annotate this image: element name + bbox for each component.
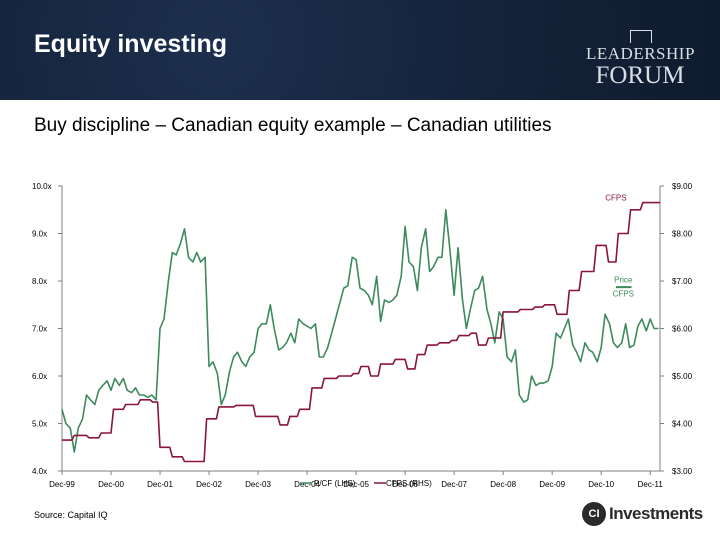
chart-annotation: Price: [614, 275, 633, 284]
y-left-tick-label: 6.0x: [32, 372, 47, 381]
x-tick-label: Dec-03: [245, 480, 271, 489]
x-tick-label: Dec-11: [638, 480, 664, 489]
legend-cfps-label: CFPS (RHS): [386, 479, 432, 488]
x-tick-label: Dec-10: [588, 480, 614, 489]
x-tick-label: Dec-06: [392, 480, 418, 489]
source-note: Source: Capital IQ: [34, 510, 108, 520]
y-left-tick-label: 4.0x: [32, 467, 47, 476]
x-tick-label: Dec-01: [147, 480, 173, 489]
slide-subtitle: Buy discipline – Canadian equity example…: [34, 115, 552, 136]
x-tick-label: Dec-00: [98, 480, 124, 489]
page-title: Equity investing: [34, 30, 228, 58]
y-left-tick-label: 10.0x: [32, 182, 52, 191]
brand-name: Investments: [609, 504, 703, 523]
x-tick-label: Dec-07: [441, 480, 467, 489]
legend-pcf-label: P/CF (LHS): [314, 479, 356, 488]
ci-logo-icon: CI: [582, 502, 606, 526]
x-tick-label: Dec-09: [539, 480, 565, 489]
y-right-tick-label: $7.00: [672, 277, 693, 286]
x-tick-label: Dec-05: [343, 480, 369, 489]
y-right-tick-label: $8.00: [672, 230, 693, 239]
pcf-cfps-chart: 4.0x 5.0x 6.0x 7.0x 8.0x 9.0x 10.0x $3.00 $4.00 $…: [32, 182, 693, 489]
y-right-tick-label: $9.00: [672, 182, 693, 191]
y-right-tick-label: $4.00: [672, 420, 693, 429]
y-left-tick-label: 7.0x: [32, 325, 47, 334]
y-right-tick-label: $6.00: [672, 325, 693, 334]
header-banner: Equity investing LEADERSHIP FORUM: [0, 0, 720, 100]
leadership-forum-logo: LEADERSHIP FORUM: [586, 30, 695, 89]
chart-annotation: CFPS: [613, 290, 634, 299]
x-tick-label: Dec-99: [49, 480, 75, 489]
y-right-tick-label: $3.00: [672, 467, 693, 476]
chart-annotation: CFPS: [605, 193, 626, 202]
y-right-tick-label: $5.00: [672, 372, 693, 381]
cfps-series-line: [62, 201, 660, 463]
y-left-tick-label: 9.0x: [32, 230, 47, 239]
x-tick-label: Dec-08: [490, 480, 516, 489]
y-left-tick-label: 8.0x: [32, 277, 47, 286]
logo-top-text: LEADERSHIP: [586, 44, 695, 63]
column-emblem-icon: [630, 30, 652, 43]
y-left-tick-label: 5.0x: [32, 420, 47, 429]
pcf-series-line: [61, 209, 659, 453]
x-tick-label: Dec-02: [196, 480, 222, 489]
logo-bottom-text: FORUM: [595, 62, 685, 89]
ci-investments-logo: CI Investments: [582, 500, 703, 528]
x-tick-label: Dec-04: [294, 480, 320, 489]
